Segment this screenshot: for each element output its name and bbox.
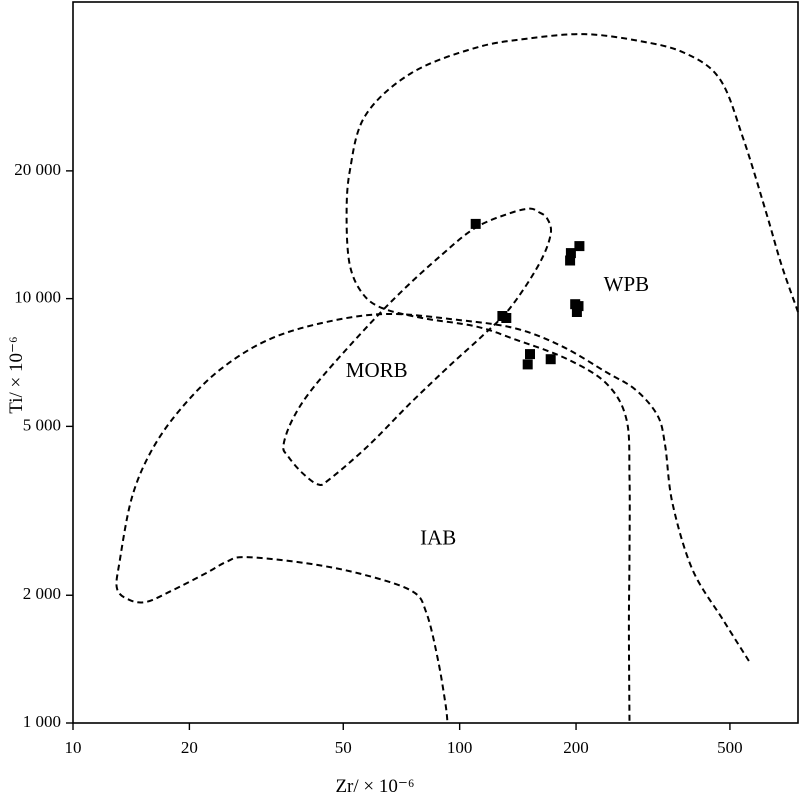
y-tick-label: 5 000 bbox=[23, 415, 61, 434]
data-point bbox=[573, 301, 584, 312]
data-point bbox=[522, 359, 533, 370]
x-tick-label: 200 bbox=[563, 738, 589, 757]
region-label-iab: IAB bbox=[420, 526, 456, 550]
region-boundary-wpb bbox=[345, 33, 799, 724]
data-point bbox=[565, 248, 576, 259]
region-label-morb: MORB bbox=[346, 358, 408, 382]
region-boundary-iab bbox=[115, 312, 750, 724]
data-point bbox=[470, 218, 481, 229]
data-point bbox=[571, 307, 582, 317]
y-tick-label: 10 000 bbox=[14, 288, 61, 307]
data-points bbox=[470, 218, 585, 370]
data-point bbox=[545, 354, 556, 365]
region-boundary-morb bbox=[282, 207, 553, 487]
x-tick-label: 100 bbox=[447, 738, 473, 757]
x-axis-ticks: 10 20 50 100 200 500 bbox=[65, 723, 743, 757]
x-tick-label: 50 bbox=[335, 738, 352, 757]
region-boundaries bbox=[115, 33, 799, 724]
region-label-wpb: WPB bbox=[604, 272, 650, 296]
data-point bbox=[565, 255, 576, 266]
x-tick-label: 20 bbox=[181, 738, 198, 757]
y-axis-ticks: 1 000 2 000 5 000 10 000 20 000 bbox=[14, 160, 73, 731]
x-axis-label: Zr/ × 10⁻⁶ bbox=[335, 776, 414, 797]
plot-frame bbox=[72, 1, 799, 724]
data-point bbox=[525, 349, 535, 360]
y-tick-label: 1 000 bbox=[23, 712, 61, 731]
x-tick-label: 10 bbox=[65, 738, 82, 757]
region-labels: WPB MORB IAB bbox=[346, 272, 649, 550]
data-point bbox=[501, 313, 512, 323]
data-point bbox=[574, 241, 585, 252]
y-tick-label: 2 000 bbox=[23, 584, 61, 603]
y-axis-label: Ti/ × 10⁻⁶ bbox=[6, 336, 27, 413]
y-tick-label: 20 000 bbox=[14, 160, 61, 179]
x-tick-label: 500 bbox=[717, 738, 743, 757]
